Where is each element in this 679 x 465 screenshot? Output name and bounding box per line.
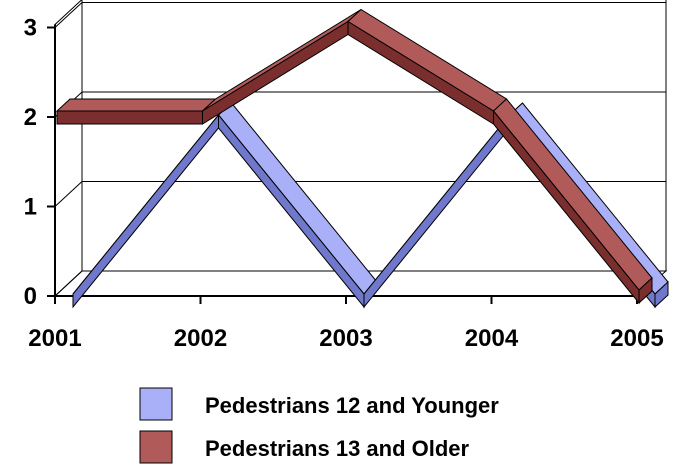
ribbon-front-face [202,20,349,125]
y-tick-label: 3 [24,15,37,42]
legend-label: Pedestrians 13 and Older [205,436,470,461]
x-tick-labels: 2001 2002 2003 2004 2005 [28,325,663,352]
ribbon-top-face [202,9,362,112]
x-tick-label: 2005 [610,325,663,352]
ribbon-front-face [56,110,203,125]
x-tick-label: 2001 [28,325,81,352]
ribbon-end-cap [654,280,669,309]
side-wall [54,0,83,298]
ribbon-top-face [347,8,508,112]
ribbon-top-face [492,98,653,291]
axes [47,24,638,304]
ribbon-front-face [72,113,219,309]
legend: Pedestrians 12 and Younger Pedestrians 13… [139,387,499,464]
x-tick-label: 2003 [319,325,372,352]
chart-frame [53,0,668,298]
gridline [54,181,666,207]
x-tick-label: 2002 [174,325,227,352]
x-tick-label: 2004 [465,325,519,352]
series-pedestrians-13-and-older [55,8,653,305]
legend-swatch [139,430,173,464]
y-tick-label: 2 [24,104,37,131]
ribbon-front-face [218,113,365,309]
y-tick-label: 1 [24,194,37,221]
ribbon-end-cap [638,276,653,305]
ribbon-front-face [363,113,510,309]
legend-label: Pedestrians 12 and Younger [205,393,499,418]
ribbon-top-face [55,98,217,112]
gridline [54,2,666,28]
ribbon-top-face [217,102,378,295]
series-layer [55,8,669,309]
legend-swatch [139,387,173,421]
ribbon-front-face [493,109,640,305]
y-tick-label: 0 [24,283,37,310]
ribbon-front-face [347,20,494,125]
y-tick-labels: 0 1 2 3 [24,15,37,311]
